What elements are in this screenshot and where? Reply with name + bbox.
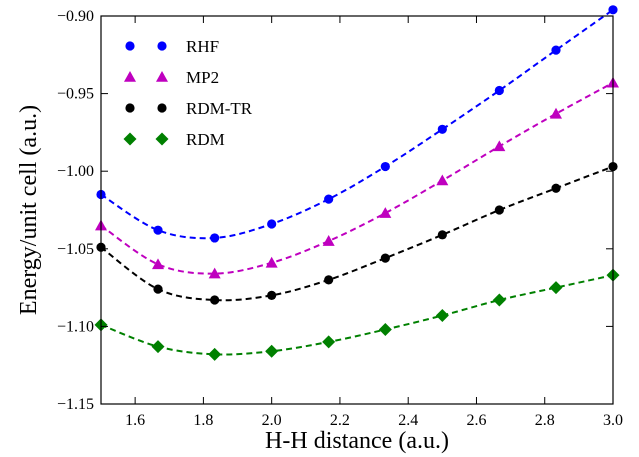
point-rdm-tr	[267, 290, 277, 300]
curve-mp2	[100, 81, 614, 275]
data-markers	[94, 5, 620, 361]
x-tick-label: 2.4	[398, 412, 418, 429]
y-tick-label: −1.00	[57, 163, 94, 180]
y-tick-label: −1.15	[57, 396, 94, 413]
x-tick-label: 2.2	[330, 412, 350, 429]
point-rdm-tr	[380, 253, 390, 263]
point-mp2	[265, 256, 278, 268]
legend-label-rdm: RDM	[186, 130, 225, 149]
legend-marker-rdm	[155, 132, 169, 146]
curve-rdm-tr	[100, 165, 614, 302]
fit-curves	[100, 8, 614, 356]
point-rdm	[549, 281, 563, 295]
point-rhf	[153, 225, 163, 235]
curve-rdm	[100, 274, 614, 356]
point-rhf	[494, 85, 504, 96]
axis-ticks: 1.6 1.8 2.0 2.2 2.4 2.6 2.8 3.0 −1.15 −1.10 −1.05 −…	[57, 8, 623, 429]
x-axis-label: H-H distance (a.u.)	[265, 428, 449, 454]
y-axis-label: Energy/unit cell (a.u.)	[16, 105, 42, 315]
x-tick-label: 2.6	[466, 412, 486, 429]
point-rdm-tr	[153, 284, 163, 294]
legend-marker-mp2	[156, 71, 168, 82]
plot-frame	[100, 15, 614, 405]
legend-label-rdm-tr: RDM-TR	[186, 99, 253, 118]
point-rhf	[267, 219, 277, 229]
point-rhf	[551, 45, 561, 55]
legend-label-rhf: RHF	[186, 37, 219, 56]
point-mp2	[436, 174, 449, 186]
point-rhf	[437, 124, 447, 134]
point-rdm	[208, 347, 222, 361]
point-mp2	[493, 140, 506, 152]
point-rdm-tr	[324, 275, 334, 285]
point-rhf	[210, 233, 220, 243]
y-tick-label: −0.95	[57, 86, 94, 103]
legend-marker-rdm-tr	[157, 103, 167, 113]
y-tick-label: −1.10	[57, 318, 94, 335]
point-rdm	[435, 309, 449, 323]
point-rdm	[151, 340, 165, 354]
legend-marker-rhf	[157, 41, 167, 51]
point-rhf	[380, 161, 390, 172]
point-mp2	[379, 207, 392, 218]
point-rdm-tr	[494, 205, 504, 215]
point-mp2	[549, 107, 562, 119]
x-tick-label: 2.8	[535, 412, 555, 429]
legend-marker-rdm	[123, 132, 137, 146]
point-mp2	[152, 258, 165, 270]
legend-marker-mp2	[124, 71, 136, 82]
legend-label-mp2: MP2	[186, 68, 219, 87]
x-tick-label: 1.8	[193, 412, 213, 429]
point-rdm	[378, 323, 392, 337]
x-tick-label: 3.0	[603, 412, 623, 429]
point-mp2	[208, 267, 221, 279]
x-tick-label: 1.6	[125, 412, 145, 429]
point-rdm-tr	[437, 230, 447, 240]
legend-marker-rhf	[125, 41, 135, 51]
y-tick-label: −0.90	[57, 8, 94, 25]
point-rdm-tr	[551, 183, 561, 193]
legend-marker-rdm-tr	[125, 103, 135, 113]
point-rdm	[265, 344, 279, 358]
x-tick-label: 2.0	[262, 412, 282, 429]
point-rdm-tr	[210, 295, 220, 305]
point-rhf	[608, 5, 618, 15]
y-tick-label: −1.05	[57, 241, 94, 258]
point-rhf	[324, 194, 334, 204]
point-mp2	[322, 235, 335, 246]
point-rdm	[492, 293, 506, 307]
point-rdm	[322, 335, 336, 349]
legend: RHF MP2 RDM-TR RDM	[123, 37, 253, 149]
